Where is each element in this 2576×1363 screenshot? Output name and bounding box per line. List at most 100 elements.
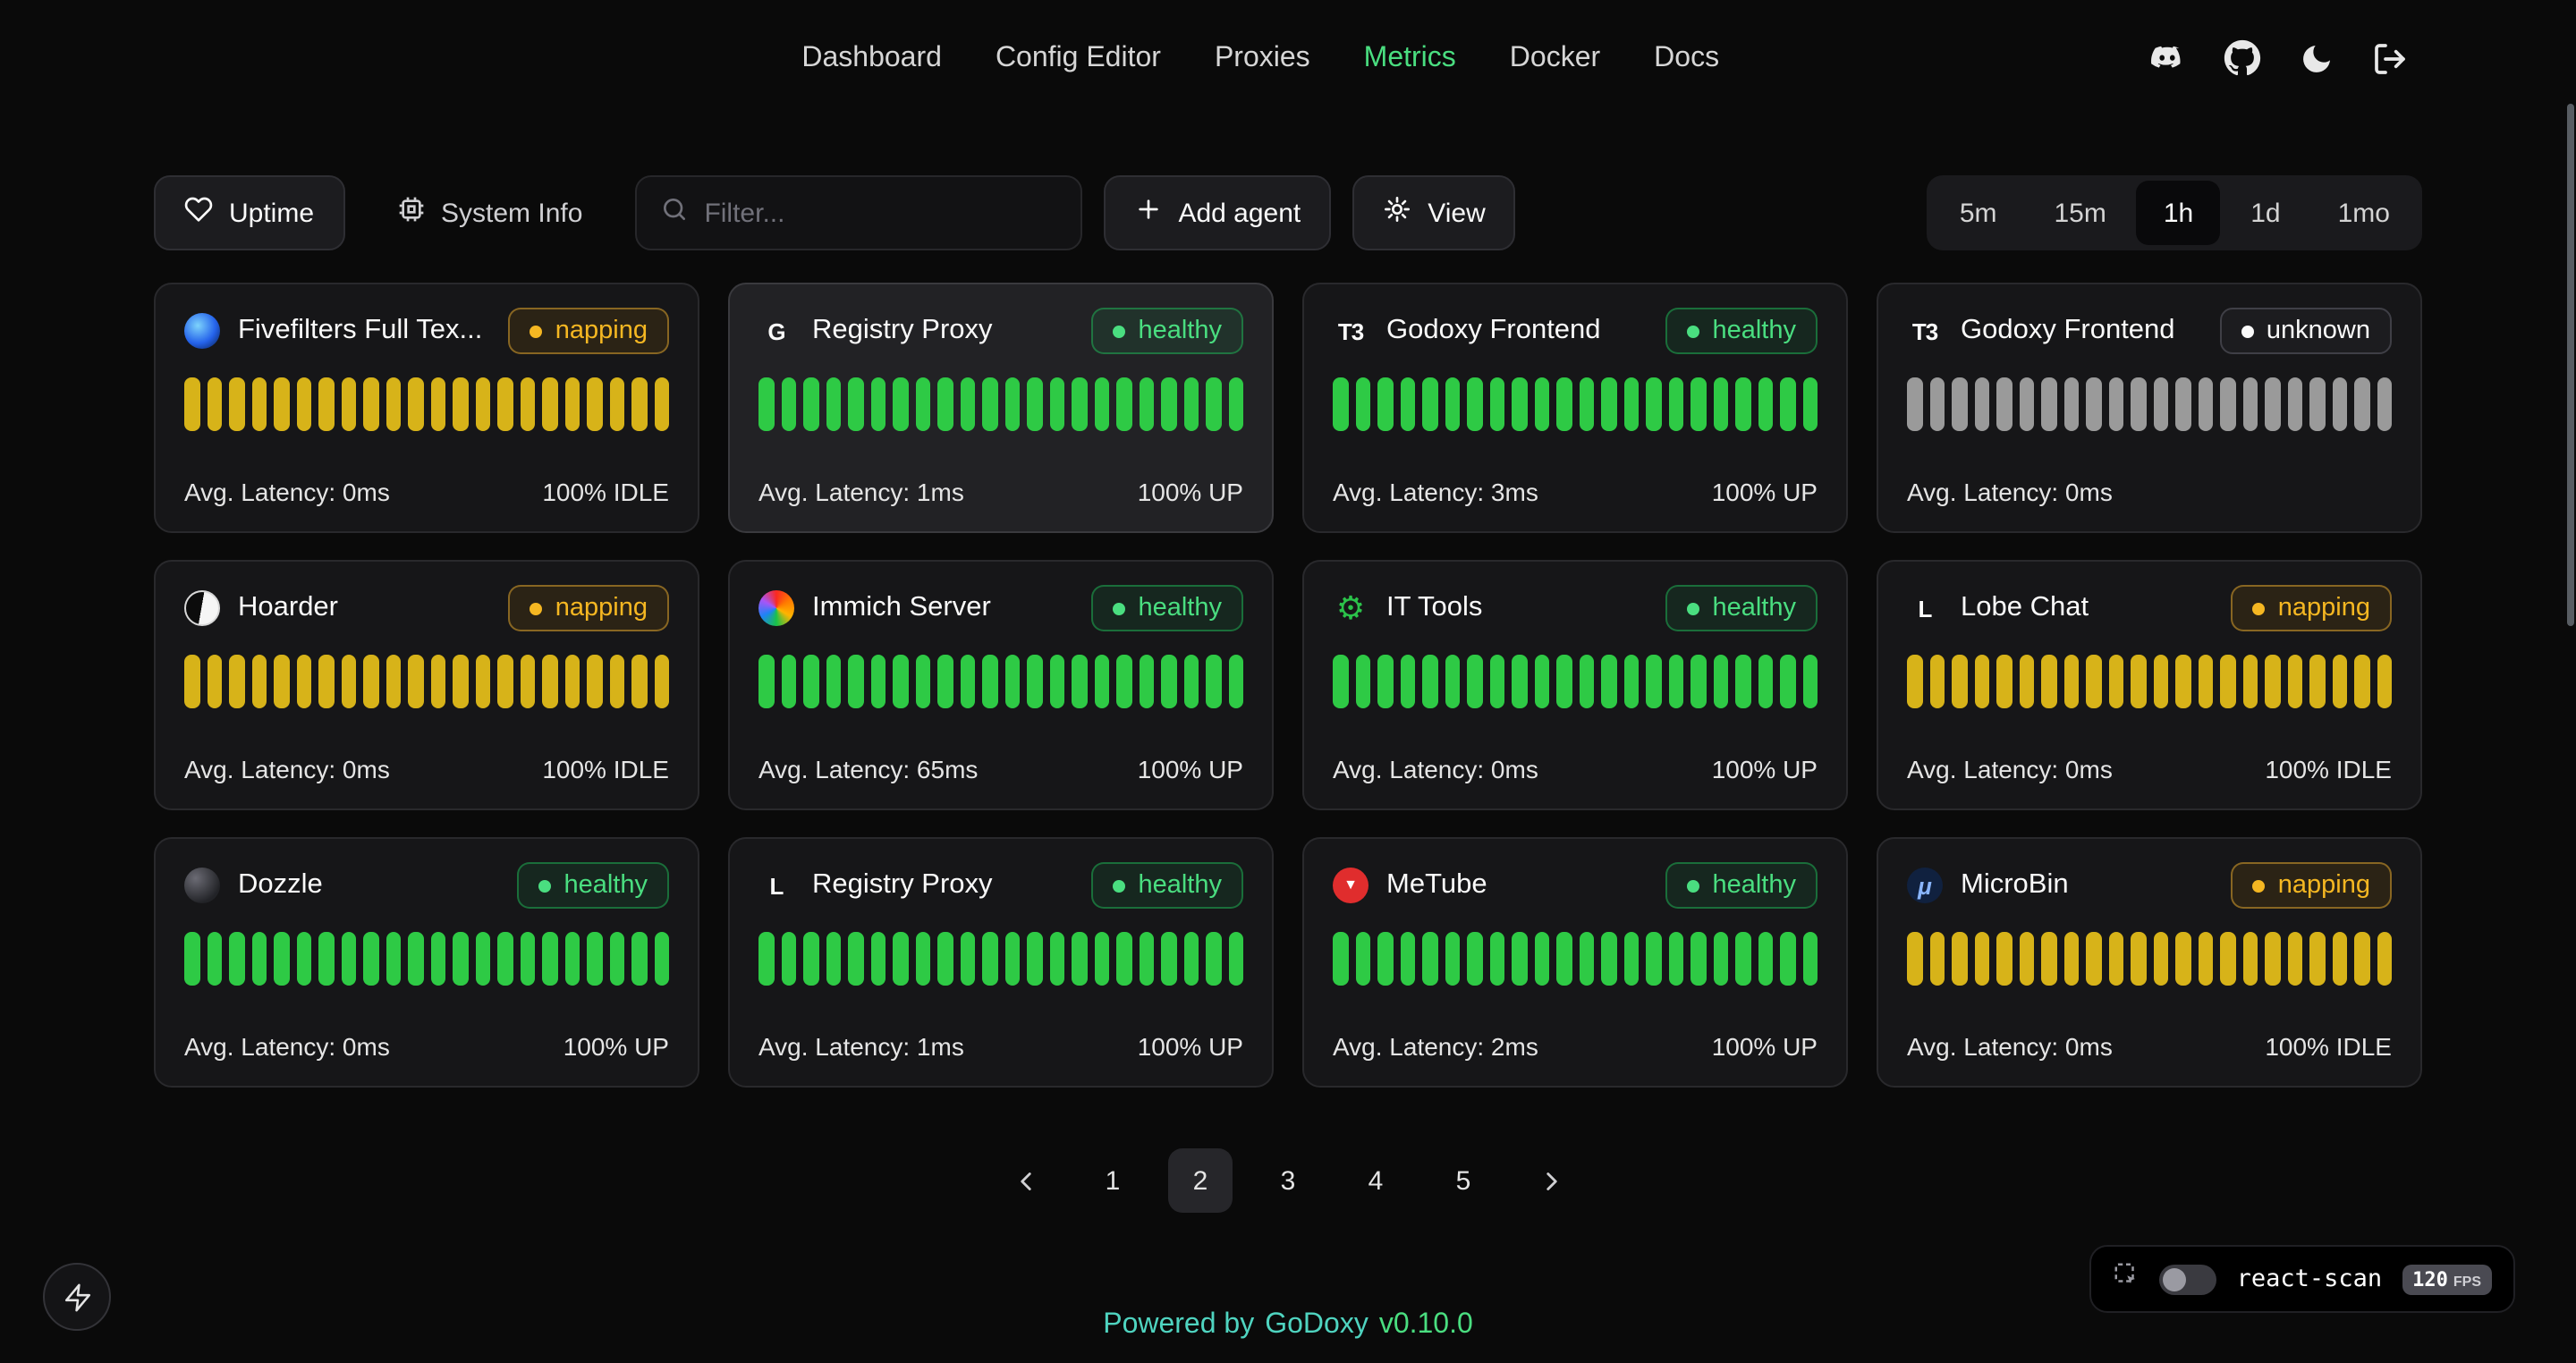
service-card[interactable]: ▼ MeTube healthy Avg. Latency: 2ms 100% … xyxy=(1302,837,1848,1088)
uptime-bar xyxy=(1116,655,1131,708)
discord-icon[interactable] xyxy=(2148,39,2186,77)
tab-uptime[interactable]: Uptime xyxy=(154,175,345,250)
time-range-1h[interactable]: 1h xyxy=(2136,181,2221,245)
uptime-bar xyxy=(803,932,818,986)
uptime-bar xyxy=(2153,932,2168,986)
uptime-bar xyxy=(386,932,401,986)
uptime-bar xyxy=(2309,655,2325,708)
nav-item-docker[interactable]: Docker xyxy=(1509,43,1601,73)
status-text: unknown xyxy=(2266,317,2370,345)
uptime-bar xyxy=(430,655,445,708)
uptime-percent-text: 100% UP xyxy=(1711,478,1818,506)
service-name: MeTube xyxy=(1386,869,1487,900)
uptime-bar xyxy=(1534,377,1549,431)
uptime-bar xyxy=(1139,932,1154,986)
powered-by-text: Powered by xyxy=(1103,1309,1255,1340)
time-range-1mo[interactable]: 1mo xyxy=(2311,181,2417,245)
uptime-bar xyxy=(1780,655,1795,708)
github-icon[interactable] xyxy=(2224,39,2261,77)
uptime-bar xyxy=(1206,655,1221,708)
scrollbar-thumb[interactable] xyxy=(2567,104,2574,626)
service-card[interactable]: Immich Server healthy Avg. Latency: 65ms… xyxy=(728,560,1274,810)
time-range-5m[interactable]: 5m xyxy=(1933,181,2024,245)
service-card[interactable]: Dozzle healthy Avg. Latency: 0ms 100% UP xyxy=(154,837,699,1088)
prev-page-icon[interactable] xyxy=(993,1148,1057,1213)
latency-text: Avg. Latency: 1ms xyxy=(758,478,964,506)
zap-icon[interactable] xyxy=(43,1263,111,1331)
uptime-bars xyxy=(1907,377,2392,431)
status-text: healthy xyxy=(1138,594,1222,622)
uptime-bar xyxy=(207,377,222,431)
card-header: Immich Server healthy xyxy=(758,585,1243,631)
service-card[interactable]: L Lobe Chat napping Avg. Latency: 0ms 10… xyxy=(1877,560,2422,810)
service-favicon xyxy=(184,590,220,626)
nav-item-docs[interactable]: Docs xyxy=(1654,43,1720,73)
uptime-bar xyxy=(1802,377,1818,431)
uptime-bar xyxy=(1735,377,1750,431)
nav-item-dashboard[interactable]: Dashboard xyxy=(801,43,942,73)
uptime-bar xyxy=(1556,377,1572,431)
uptime-bar xyxy=(341,655,356,708)
uptime-bar xyxy=(1116,932,1131,986)
uptime-bar xyxy=(2108,377,2123,431)
uptime-bar xyxy=(520,655,535,708)
service-card[interactable]: Fivefilters Full Tex... napping Avg. Lat… xyxy=(154,283,699,533)
brand-link[interactable]: GoDoxy xyxy=(1265,1309,1368,1340)
time-range-15m[interactable]: 15m xyxy=(2028,181,2133,245)
card-header: Hoarder napping xyxy=(184,585,669,631)
service-card[interactable]: T3 Godoxy Frontend healthy Avg. Latency:… xyxy=(1302,283,1848,533)
time-range-selector: 5m 15m 1h 1d 1mo xyxy=(1927,175,2422,250)
filter-input[interactable] xyxy=(704,198,1061,228)
latency-text: Avg. Latency: 0ms xyxy=(184,755,390,783)
service-card[interactable]: Hoarder napping Avg. Latency: 0ms 100% I… xyxy=(154,560,699,810)
uptime-bar xyxy=(2220,377,2235,431)
uptime-bar xyxy=(2019,932,2034,986)
service-card[interactable]: T3 Godoxy Frontend unknown Avg. Latency:… xyxy=(1877,283,2422,533)
service-card[interactable]: G Registry Proxy healthy Avg. Latency: 1… xyxy=(728,283,1274,533)
moon-icon[interactable] xyxy=(2299,40,2334,76)
uptime-bar xyxy=(1579,932,1594,986)
uptime-bar xyxy=(1534,655,1549,708)
uptime-bar xyxy=(1467,377,1482,431)
page-button-2[interactable]: 2 xyxy=(1168,1148,1233,1213)
nav-item-metrics[interactable]: Metrics xyxy=(1363,43,1456,73)
uptime-bar xyxy=(781,655,796,708)
uptime-bar xyxy=(1534,932,1549,986)
uptime-bar xyxy=(1072,932,1087,986)
uptime-bar xyxy=(318,932,334,986)
tab-system-info[interactable]: System Info xyxy=(366,175,613,250)
main-nav: Dashboard Config Editor Proxies Metrics Dock… xyxy=(801,43,1719,75)
uptime-bar xyxy=(960,932,975,986)
react-scan-toggle[interactable] xyxy=(2159,1264,2217,1294)
uptime-bar xyxy=(251,377,267,431)
service-card[interactable]: μ MicroBin napping Avg. Latency: 0ms 100… xyxy=(1877,837,2422,1088)
uptime-bar xyxy=(1400,932,1415,986)
uptime-bar xyxy=(1556,932,1572,986)
uptime-bar xyxy=(2332,377,2347,431)
status-badge: healthy xyxy=(1665,585,1818,631)
logout-icon[interactable] xyxy=(2372,40,2408,76)
uptime-bar xyxy=(982,655,997,708)
uptime-bars xyxy=(1907,655,2392,708)
page-button-1[interactable]: 1 xyxy=(1080,1148,1145,1213)
page-button-4[interactable]: 4 xyxy=(1343,1148,1408,1213)
next-page-icon[interactable] xyxy=(1519,1148,1583,1213)
page-button-3[interactable]: 3 xyxy=(1256,1148,1320,1213)
service-card[interactable]: L Registry Proxy healthy Avg. Latency: 1… xyxy=(728,837,1274,1088)
latency-text: Avg. Latency: 1ms xyxy=(758,1032,964,1061)
uptime-bar xyxy=(1929,932,1945,986)
nav-item-proxies[interactable]: Proxies xyxy=(1214,43,1310,73)
service-card[interactable]: ⚙ IT Tools healthy Avg. Latency: 0ms 100… xyxy=(1302,560,1848,810)
page-button-5[interactable]: 5 xyxy=(1431,1148,1496,1213)
add-agent-button[interactable]: Add agent xyxy=(1103,175,1332,250)
status-badge: napping xyxy=(2231,862,2392,909)
uptime-bar xyxy=(1467,655,1482,708)
nav-item-config-editor[interactable]: Config Editor xyxy=(995,43,1161,73)
view-button[interactable]: View xyxy=(1352,175,1516,250)
time-range-1d[interactable]: 1d xyxy=(2224,181,2307,245)
uptime-bar xyxy=(1623,377,1639,431)
service-name: Dozzle xyxy=(238,869,323,900)
uptime-bar xyxy=(1907,655,1922,708)
version-text: v0.10.0 xyxy=(1378,1309,1473,1340)
